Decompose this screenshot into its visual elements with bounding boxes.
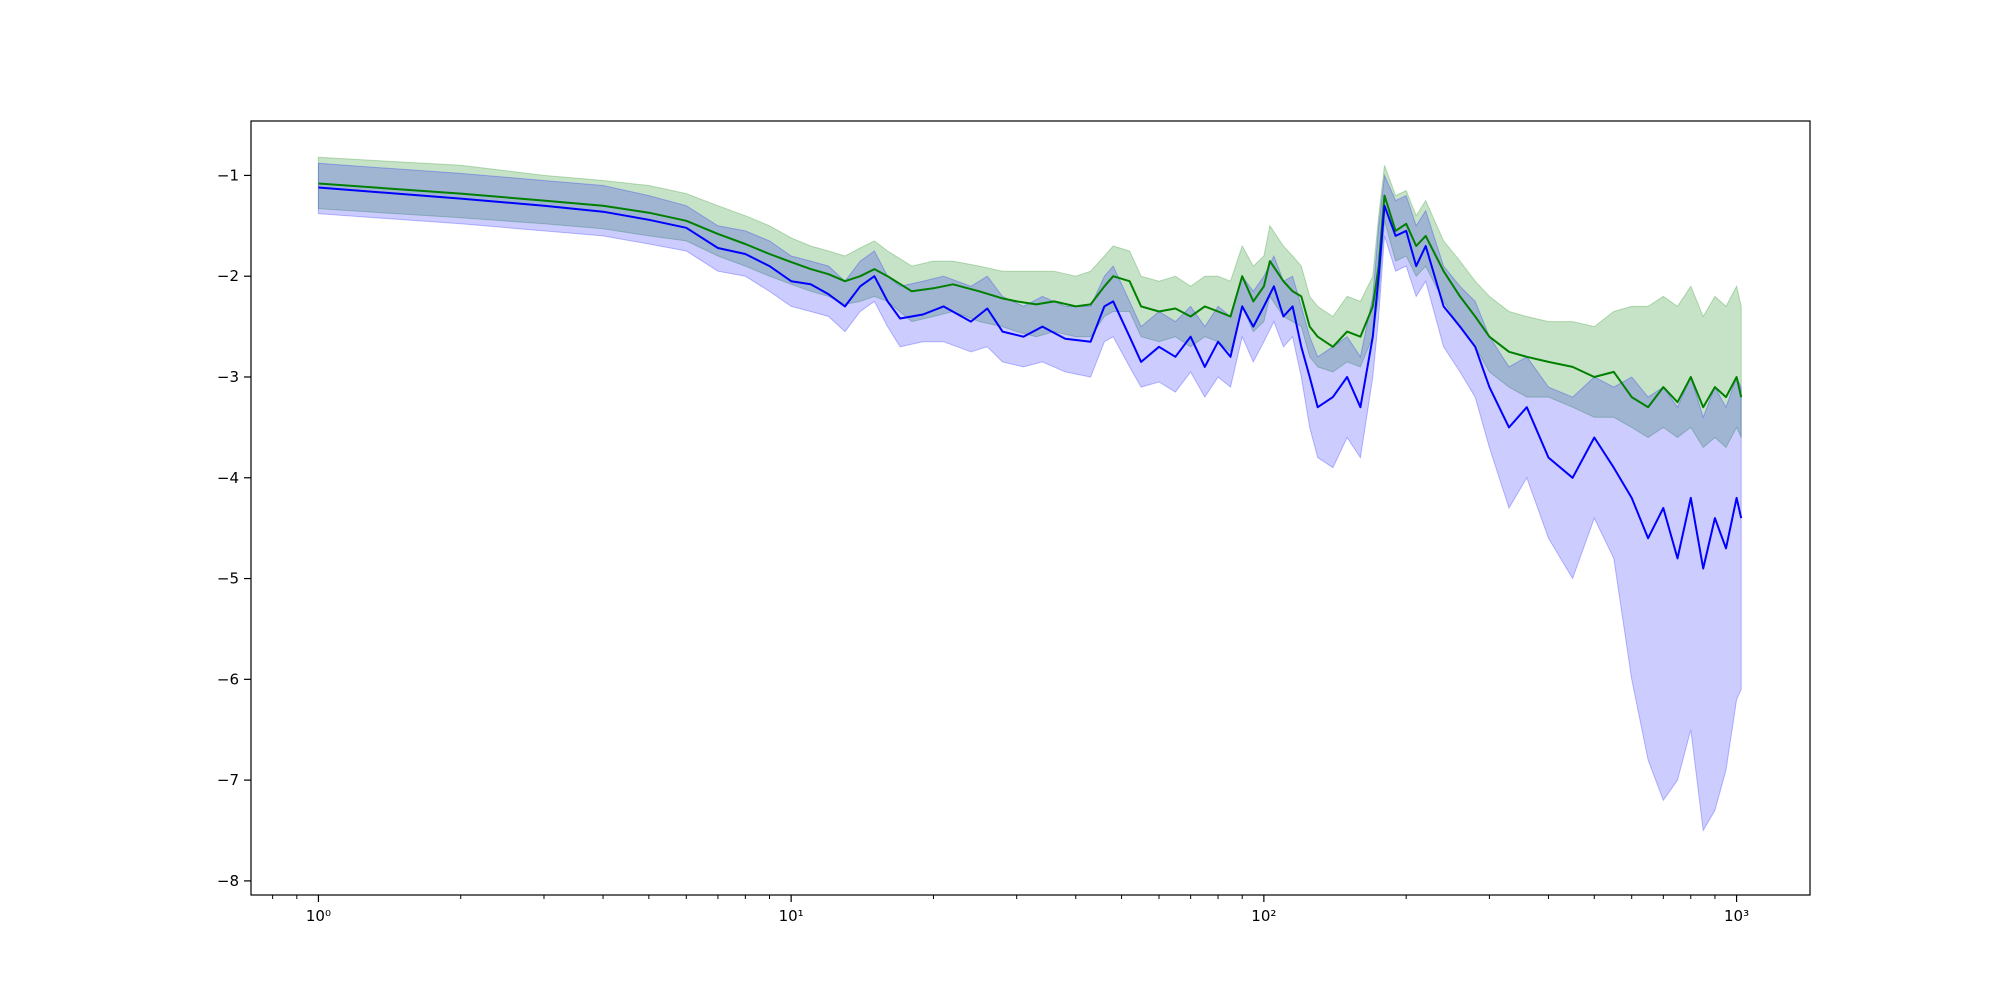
y-tick-label: −6: [217, 670, 239, 688]
y-tick-label: −3: [217, 368, 239, 386]
line-series-1: [318, 182, 1743, 409]
y-tick-label: −4: [217, 469, 239, 487]
y-tick-label: −8: [217, 872, 239, 890]
x-tick-label: 10¹: [779, 907, 804, 925]
x-tick-label: 10²: [1251, 907, 1276, 925]
y-tick-label: −7: [217, 771, 239, 789]
x-tick-label: 10³: [1724, 907, 1749, 925]
plot-frame: [250, 120, 1811, 896]
x-tick-label: 10⁰: [306, 907, 331, 925]
y-tick-label: −5: [217, 570, 239, 588]
line-series-2: [318, 186, 1743, 570]
series-lines: [318, 182, 1743, 570]
y-axis: −1 −2 −3 −4 −5 −6 −7 −8: [217, 166, 251, 890]
y-tick-label: −2: [217, 267, 239, 285]
band-series-2: [317, 162, 1742, 833]
x-axis: 10⁰ 10¹ 10² 10³: [272, 895, 1749, 925]
y-tick-label: −1: [217, 166, 239, 184]
